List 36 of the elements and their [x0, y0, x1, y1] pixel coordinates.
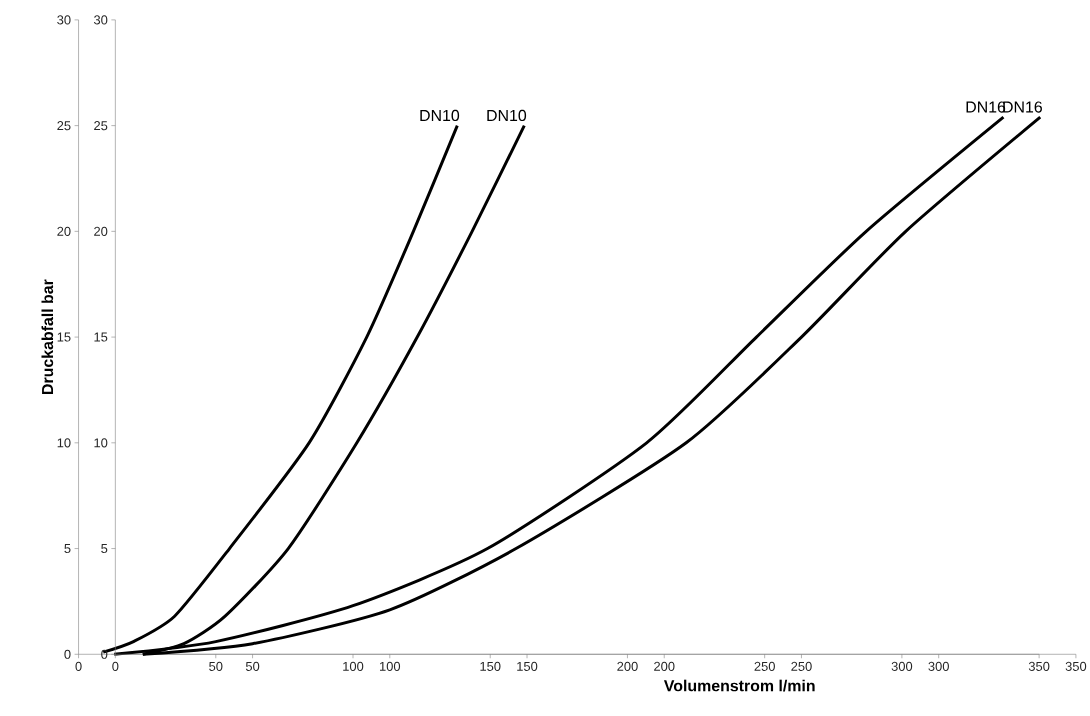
x-tick-label: 300	[928, 661, 949, 671]
x-tick-label: 250	[791, 661, 812, 671]
y-tick-label: 15	[94, 332, 108, 342]
x-tick-label: 200	[617, 661, 638, 671]
x-tick-label: 150	[517, 661, 538, 671]
y-tick-label: 25	[94, 121, 108, 131]
y-tick-label: 30	[57, 15, 71, 25]
series-label: DN16	[1003, 101, 1042, 113]
x-tick-label: 200	[654, 661, 675, 671]
series-label: DN16	[966, 101, 1006, 113]
y-axis-title: Druckabfall bar	[41, 279, 54, 394]
y-tick-label: 30	[93, 15, 108, 25]
y-tick-label: 0	[64, 649, 71, 659]
x-tick-label: 100	[380, 661, 401, 671]
x-tick-label: 50	[209, 661, 223, 671]
x-tick-label: 300	[891, 661, 913, 671]
series-label: DN10	[420, 109, 460, 122]
x-tick-label: 100	[343, 661, 364, 671]
x-tick-label: 350	[1028, 661, 1050, 671]
x-tick-label: 0	[75, 661, 82, 671]
x-tick-label: 50	[245, 661, 260, 671]
x-tick-label: 350	[1065, 661, 1087, 671]
y-tick-label: 10	[57, 438, 71, 448]
y-tick-label: 20	[57, 226, 71, 236]
y-tick-label: 10	[94, 438, 108, 448]
y-tick-label: 20	[94, 226, 108, 236]
y-tick-label: 5	[101, 544, 108, 554]
series-label: DN10	[487, 109, 527, 122]
y-tick-label: 5	[64, 544, 71, 554]
x-axis-title: Volumenstrom l/min	[663, 679, 815, 692]
y-tick-label: 0	[101, 649, 108, 659]
y-tick-label: 15	[57, 332, 71, 342]
x-tick-label: 150	[480, 661, 501, 671]
y-tick-label: 25	[57, 121, 71, 131]
x-tick-label: 0	[112, 661, 119, 671]
x-tick-label: 250	[754, 661, 775, 671]
